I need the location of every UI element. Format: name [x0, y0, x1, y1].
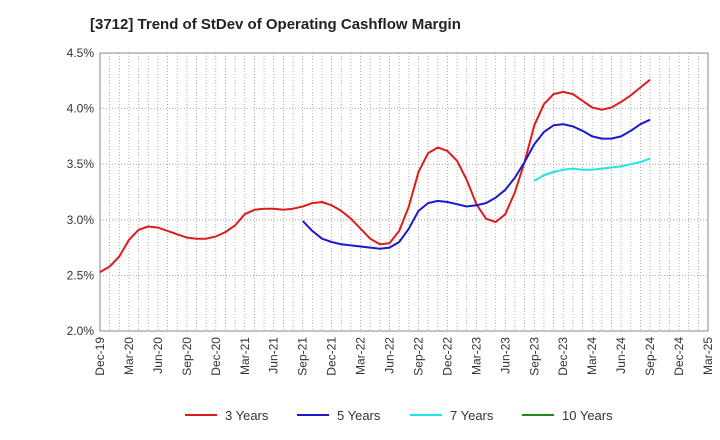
x-tick-label: Mar-24 — [585, 337, 599, 375]
x-tick-label: Mar-21 — [238, 337, 252, 375]
x-tick-label: Jun-23 — [498, 337, 512, 374]
x-tick-label: Dec-21 — [325, 337, 339, 376]
series-lines — [99, 78, 651, 273]
x-tick-label: Dec-23 — [556, 337, 570, 376]
x-axis: Dec-19 Mar-20 Jun-20 Sep-20 Dec-20 Mar-21 Jun-… — [93, 337, 715, 376]
series-line-3-years — [99, 78, 651, 273]
y-tick-label: 3.0% — [67, 213, 95, 227]
legend: 3 Years 5 Years 7 Years 10 Years — [185, 408, 613, 423]
legend-label: 5 Years — [337, 408, 381, 423]
x-tick-label: Dec-22 — [440, 337, 454, 376]
series-line-7-years — [533, 157, 651, 182]
x-tick-label: Dec-24 — [672, 337, 686, 376]
x-tick-label: Jun-20 — [151, 337, 165, 374]
x-tick-label: Mar-23 — [469, 337, 483, 375]
y-tick-label: 4.5% — [67, 46, 95, 60]
gridlines — [100, 53, 708, 331]
y-tick-label: 4.0% — [67, 102, 95, 116]
x-tick-label: Sep-23 — [527, 337, 541, 376]
series-line-5-years — [301, 118, 651, 250]
legend-label: 3 Years — [225, 408, 269, 423]
x-tick-label: Mar-20 — [122, 337, 136, 375]
x-tick-label: Mar-25 — [701, 337, 715, 375]
x-tick-label: Sep-21 — [296, 337, 310, 376]
x-tick-label: Mar-22 — [354, 337, 368, 375]
x-tick-label: Sep-22 — [411, 337, 425, 376]
plot-frame — [99, 52, 709, 332]
x-tick-label: Jun-24 — [614, 337, 628, 374]
x-tick-label: Dec-19 — [93, 337, 107, 376]
x-tick-label: Dec-20 — [209, 337, 223, 376]
x-tick-label: Sep-24 — [643, 337, 657, 376]
y-tick-label: 2.0% — [67, 324, 95, 338]
x-tick-label: Jun-21 — [267, 337, 281, 374]
chart-title: [3712] Trend of StDev of Operating Cashf… — [90, 16, 461, 33]
y-tick-label: 2.5% — [67, 268, 95, 282]
x-tick-label: Jun-22 — [383, 337, 397, 374]
y-tick-label: 3.5% — [67, 157, 95, 171]
x-tick-label: Sep-20 — [180, 337, 194, 376]
y-axis: 2.0% 2.5% 3.0% 3.5% 4.0% 4.5% — [67, 46, 95, 338]
legend-label: 7 Years — [450, 408, 494, 423]
legend-label: 10 Years — [562, 408, 613, 423]
